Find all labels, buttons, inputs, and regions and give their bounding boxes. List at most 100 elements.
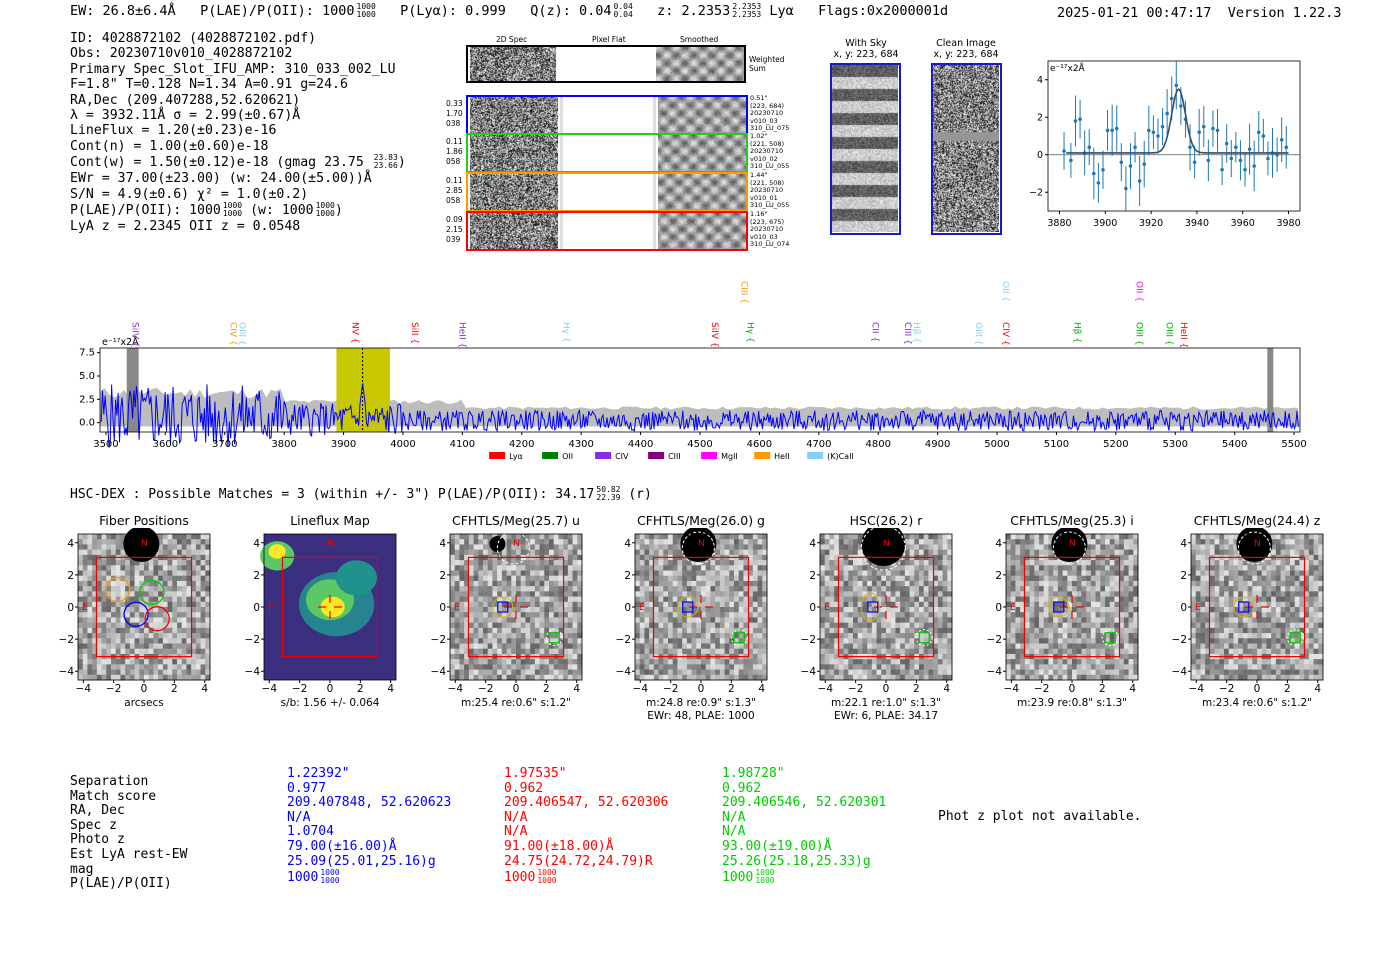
cutout-ytick: 0 (439, 602, 446, 614)
info-contn: Cont(n) = 1.00(±0.60)e-18 (70, 138, 269, 154)
info-obs: Obs: 20230710v010_4028872102 (70, 46, 293, 62)
fiber-2d-image (470, 174, 558, 210)
spectrum-xtick: 4900 (925, 439, 950, 450)
cutout-xtick: 4 (758, 683, 765, 695)
cutout-ytick: −4 (1172, 666, 1188, 678)
weighted-sum-strip (466, 45, 746, 83)
cutout-xlabel: m:23.9 re:0.8" s:1.3" (1017, 697, 1127, 709)
match-value: 0.977 (287, 780, 327, 796)
cutout-ytick: 2 (439, 570, 446, 582)
spectrum-xtick: 3800 (271, 439, 296, 450)
fiber-row-stats: 0.33 1.70 038 (446, 99, 463, 129)
zoom-data-point (1092, 171, 1096, 176)
match-value: N/A (722, 824, 746, 840)
match-value: 1.0704 (287, 824, 334, 840)
cutout-xtick: 4 (573, 683, 580, 695)
cutout-ytick: 4 (439, 538, 446, 550)
north-label: N (327, 539, 334, 549)
spectrum-line-label: Hγ { (560, 322, 570, 343)
fiber-row-strip (466, 95, 748, 135)
fiber-row-strip (466, 211, 748, 251)
cutout-xtick: 2 (543, 683, 550, 695)
legend-swatch (701, 452, 718, 459)
fiber-info-line: (223, 675) (750, 217, 785, 226)
zoom-data-point (1142, 162, 1147, 166)
label-plae: P(LAE)/P(OII) (70, 876, 172, 892)
zoom-data-point (1096, 181, 1101, 185)
clean-image (931, 63, 1002, 235)
fiber-info-line: 20230710 (750, 147, 784, 156)
cutout-ytick: −4 (616, 666, 632, 678)
zoom-data-point (1266, 156, 1270, 161)
zoom-data-point (1124, 186, 1128, 191)
cutout-ytick: 4 (995, 538, 1002, 550)
cutout-ytick: 0 (809, 602, 816, 614)
cutout-xlabel: m:25.4 re:0.6" s:1.2" (461, 697, 571, 709)
match-value: 25.09(25.01,25.16)g (287, 853, 436, 869)
header-flags: Flags:0x2000001d (818, 3, 949, 19)
header-qz: Q(z): 0.04 (530, 3, 612, 19)
fiber-info-line: 1.44" (750, 171, 768, 179)
zoom-xtick: 3900 (1093, 218, 1117, 229)
fiber-row-info: 0.51" (223, 684) 20230710 v010_03 310_LU_075 (750, 94, 789, 133)
legend-label: HeII (774, 452, 790, 461)
zoom-data-point (1192, 160, 1197, 165)
cutout-ytick: −2 (59, 634, 74, 646)
match-value: 1.97535" (504, 766, 567, 781)
match-plae: 1000 1000 1000 (287, 868, 340, 886)
cutout-title: Lineflux Map (290, 513, 370, 528)
zoom-data-point (1234, 145, 1238, 150)
fiber-row: 0.11 2.85 058 1.44" (221, 508) 20230710 v010_0… (440, 171, 790, 212)
fiber-info-line: (221, 508) (750, 178, 785, 187)
cutout-sub: EWr: 48, PLAE: 1000 (647, 710, 755, 722)
info-lineflux: LineFlux = 1.20(±0.23)e-16 (70, 123, 277, 139)
zoom-data-point (1069, 158, 1073, 163)
cutout-ytick: −2 (616, 634, 631, 646)
weighted-2d-image (470, 47, 556, 81)
spectrum-line-label: Hβ { (1071, 322, 1081, 343)
zoom-data-point (1247, 147, 1252, 151)
cutout-ytick: 2 (809, 570, 816, 582)
fiber-stat: 1.70 (446, 109, 463, 118)
zoom-data-point (1224, 141, 1229, 146)
legend-swatch (595, 452, 612, 459)
cutout-ytick: 0 (1180, 602, 1187, 614)
info-contw: Cont(w) = 1.50(±0.12)e-18 (gmag 23.75 23… (70, 153, 406, 171)
spectrum-line-label: CIII { (902, 322, 912, 345)
spectrum-masked-region (1267, 348, 1274, 432)
match-value: 91.00(±18.00)Å (504, 838, 614, 854)
east-label: E (824, 603, 830, 613)
cutout-xtick: −2 (106, 683, 121, 695)
cutout-ytick: −2 (801, 634, 816, 646)
fiber-info-line: (221, 508) (750, 139, 785, 148)
header-z-frac: 2.2353 2.2353 (732, 2, 762, 19)
fiber-row: 0.09 2.15 039 1.16" (223, 675) 20230710 v010_0… (440, 210, 790, 251)
zoom-ytick: −2 (1030, 187, 1043, 198)
zoom-data-point (1206, 158, 1211, 163)
fiber-row-info: 1.02" (221, 508) 20230710 v010_02 310_LU_055 (750, 132, 789, 171)
fiber-smooth-image (658, 213, 746, 249)
spectrum-line-label: OIII { (237, 322, 247, 346)
fiber-info-line: 1.16" (750, 210, 768, 218)
cutout-ytick: 4 (67, 538, 74, 550)
fiber-smooth-image (658, 174, 746, 210)
cutout-xtick: 0 (513, 683, 520, 695)
header-bar: EW: 26.8±6.4Å P(LAE)/P(OII): 1000 1000 100… (70, 2, 949, 20)
spectrum-line-label: CIV { (1000, 322, 1010, 346)
with-sky-canvas (832, 65, 898, 232)
zoom-data-point (1160, 124, 1165, 129)
photz-note: Phot z plot not available. (938, 809, 1142, 824)
cutout-xtick: 4 (1314, 683, 1321, 695)
match-value: N/A (504, 809, 528, 825)
spectrum-ytick: 5.0 (79, 371, 95, 382)
cutout-title: CFHTLS/Meg(25.7) u (452, 513, 580, 528)
north-label: N (141, 539, 148, 549)
spectrum-xtick: 5200 (1103, 439, 1128, 450)
cutout-image-lineflux: N E −4−4 −2 −2 0 0 2 2 4 4 (245, 533, 397, 695)
cutout-xtick: 4 (1129, 683, 1136, 695)
zoom-data-point (1174, 83, 1179, 88)
fiber-row-info: 1.16" (223, 675) 20230710 v010_03 310_LU_074 (750, 210, 789, 249)
zoom-gaussian-fit (1066, 88, 1289, 154)
cutout-xlabel: m:24.8 re:0.9" s:1.3" (646, 697, 756, 709)
spectrum-line-label: Hγ { (745, 322, 755, 343)
